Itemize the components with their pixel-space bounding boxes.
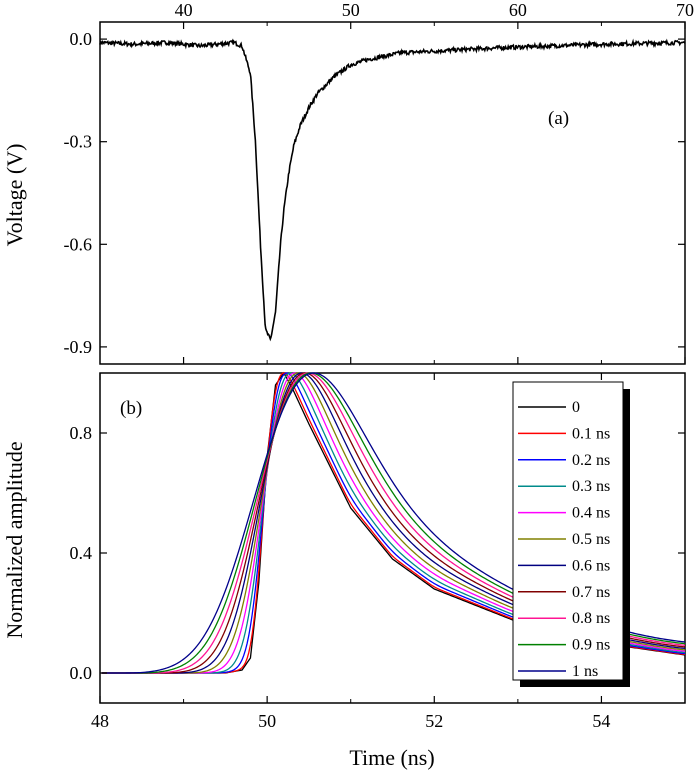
legend-label: 0.8 ns bbox=[572, 610, 610, 627]
panel-a-label: (a) bbox=[548, 108, 569, 129]
legend-box bbox=[512, 381, 624, 681]
legend-label: 0.7 ns bbox=[572, 584, 610, 601]
panel-a-top-tick-label: 60 bbox=[509, 0, 527, 20]
legend: 0 0.1 ns 0.2 ns 0.3 ns 0.4 ns 0.5 ns 0.6 ns 0.7… bbox=[512, 381, 630, 687]
panel-b-x-ticks: 48 50 52 54 bbox=[91, 373, 686, 731]
panel-b: 48 50 52 54 0.0 0.4 0.8 (b) Normalized amplit… bbox=[2, 371, 686, 770]
panel-b-x-tick-label: 52 bbox=[425, 711, 443, 731]
panel-b-label: (b) bbox=[120, 398, 142, 419]
panel-b-x-tick-label: 48 bbox=[91, 711, 109, 731]
legend-label: 0.1 ns bbox=[572, 425, 610, 442]
panel-a-frame bbox=[99, 21, 686, 365]
panel-b-y-tick-label: 0.0 bbox=[70, 663, 93, 683]
panel-b-x-tick-label: 50 bbox=[258, 711, 276, 731]
legend-label: 1 ns bbox=[572, 663, 598, 680]
legend-label: 0.3 ns bbox=[572, 478, 610, 495]
panel-a-y-tick-label: -0.9 bbox=[64, 337, 93, 357]
panel-a-y-tick-label: 0.0 bbox=[70, 29, 93, 49]
panel-a-top-x-ticks: 40 50 60 70 bbox=[99, 0, 694, 364]
legend-items: 0 0.1 ns 0.2 ns 0.3 ns 0.4 ns 0.5 ns 0.6 ns 0.7… bbox=[518, 399, 610, 680]
panel-a-top-tick-label: 70 bbox=[676, 0, 694, 20]
legend-label: 0.6 ns bbox=[572, 557, 610, 574]
panel-a-top-tick-label: 40 bbox=[175, 0, 193, 20]
panel-b-x-tick-label: 54 bbox=[592, 711, 610, 731]
panel-b-y-ticks: 0.0 0.4 0.8 bbox=[70, 423, 685, 683]
legend-label: 0 bbox=[572, 399, 580, 416]
legend-label: 0.9 ns bbox=[572, 637, 610, 654]
panel-b-frame bbox=[99, 372, 686, 704]
panel-a-y-tick-label: -0.6 bbox=[64, 234, 93, 254]
panel-a-y-axis-label: Voltage (V) bbox=[2, 144, 27, 247]
legend-label: 0.2 ns bbox=[572, 452, 610, 469]
panel-b-x-axis-label: Time (ns) bbox=[349, 745, 434, 770]
panel-a: 40 50 60 70 0.0 -0.3 -0.6 -0.9 (a) Voltage (V) bbox=[2, 0, 694, 365]
panel-b-y-axis-label: Normalized amplitude bbox=[2, 441, 27, 638]
panel-a-y-tick-label: -0.3 bbox=[64, 132, 93, 152]
panel-b-y-tick-label: 0.8 bbox=[70, 423, 93, 443]
panel-a-y-ticks: 0.0 -0.3 -0.6 -0.9 bbox=[64, 29, 685, 357]
panel-a-top-tick-label: 50 bbox=[342, 0, 360, 20]
panel-a-voltage-series bbox=[99, 38, 686, 342]
legend-label: 0.5 ns bbox=[572, 531, 610, 548]
legend-label: 0.4 ns bbox=[572, 505, 610, 522]
panel-b-y-tick-label: 0.4 bbox=[70, 543, 93, 563]
